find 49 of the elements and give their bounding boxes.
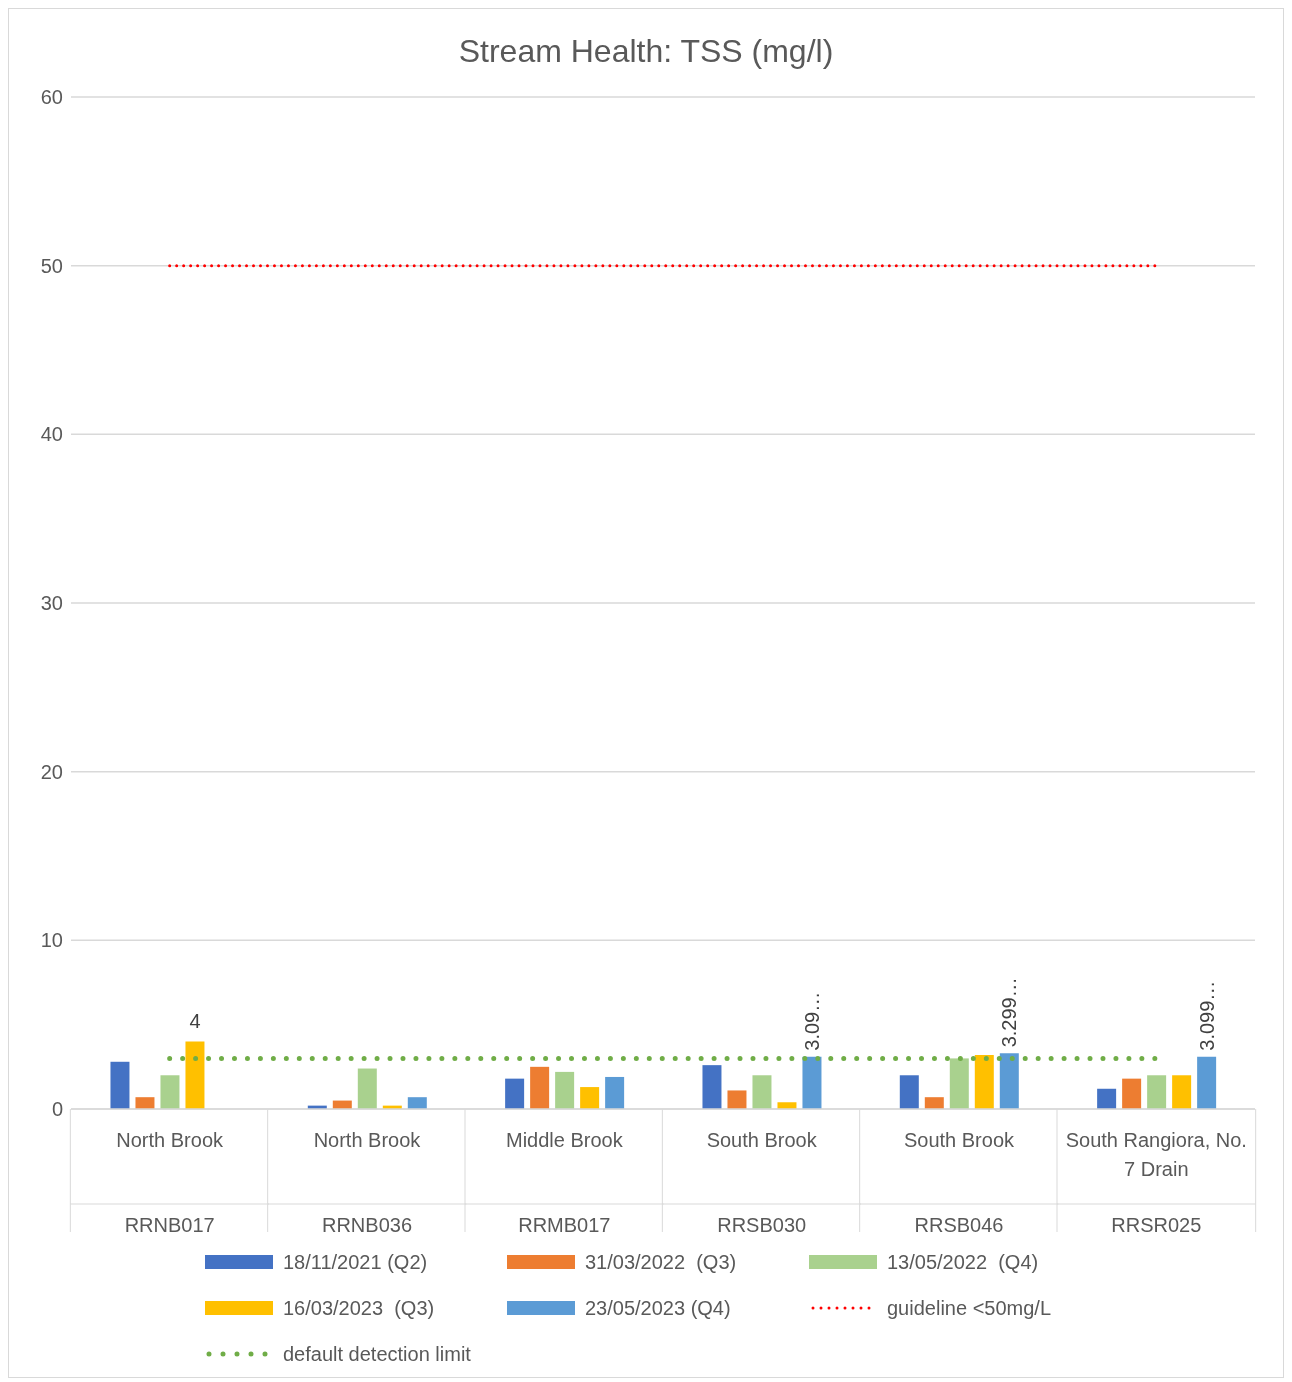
y-tick-label: 50 [40, 254, 63, 277]
bar [702, 1065, 722, 1109]
category-label: South Rangiora, No. 7 Drain RRSR025 [1065, 1129, 1247, 1236]
legend-label: 13/05/2022 (Q4) [887, 1250, 1039, 1274]
bar [727, 1090, 747, 1109]
y-tick-label: 60 [40, 86, 63, 109]
bar [505, 1078, 525, 1109]
legend-label: 16/03/2023 (Q3) [283, 1296, 435, 1320]
y-tick-label: 0 [51, 1098, 63, 1121]
bar [949, 1058, 969, 1109]
y-tick-label: 20 [40, 760, 63, 783]
bar [1197, 1056, 1217, 1109]
data-label: 3.09… [800, 991, 823, 1051]
bar [530, 1066, 550, 1109]
bar [1097, 1088, 1117, 1109]
data-label: 4 [189, 1009, 201, 1032]
category-label: North Brook RRNB036 [313, 1129, 421, 1236]
legend-label: guideline <50mg/L [887, 1296, 1052, 1320]
bar [999, 1053, 1019, 1109]
category-label: South Brook RRSB030 [706, 1129, 817, 1236]
bar [605, 1076, 625, 1109]
bar [580, 1087, 600, 1109]
bar [752, 1075, 772, 1109]
legend-label: 31/03/2022 (Q3) [585, 1250, 737, 1274]
bar [899, 1075, 919, 1109]
legend-label: default detection limit [283, 1342, 471, 1366]
y-tick-label: 40 [40, 423, 63, 446]
bar [555, 1071, 575, 1109]
bar [924, 1097, 944, 1109]
bar [407, 1097, 427, 1109]
legend-label: 18/11/2021 (Q2) [283, 1250, 428, 1274]
bar [185, 1041, 205, 1109]
y-tick-label: 10 [40, 929, 63, 952]
category-label: Middle Brook RRMB017 [505, 1129, 623, 1236]
bar [1172, 1075, 1192, 1109]
chart-title: Stream Health: TSS (mg/l) [457, 33, 835, 70]
data-label: 3.299… [998, 977, 1021, 1048]
category-label: North Brook RRNB017 [116, 1129, 224, 1236]
bar [974, 1055, 994, 1109]
y-tick-label: 30 [40, 592, 63, 615]
bar [1122, 1078, 1142, 1109]
bar [110, 1061, 130, 1109]
bar [135, 1097, 155, 1109]
bar [357, 1068, 377, 1109]
bar [802, 1056, 822, 1109]
bar [160, 1075, 180, 1109]
legend-label: 23/05/2023 (Q4) [585, 1296, 731, 1320]
bar [1147, 1075, 1167, 1109]
data-label: 3.099… [1195, 980, 1218, 1051]
